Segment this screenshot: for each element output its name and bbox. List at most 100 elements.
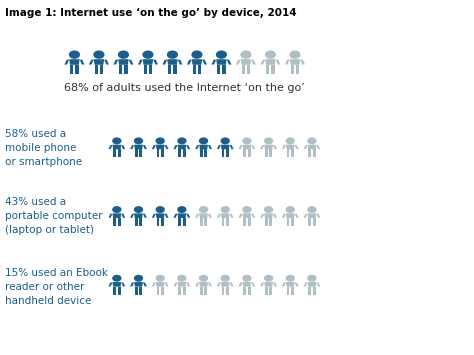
Polygon shape [143,283,147,286]
Polygon shape [295,283,299,286]
Polygon shape [178,287,181,295]
Polygon shape [221,287,224,295]
Polygon shape [316,145,320,149]
Circle shape [199,137,208,144]
Polygon shape [308,145,316,149]
Polygon shape [265,287,268,295]
Polygon shape [291,65,294,74]
Circle shape [289,50,301,59]
Polygon shape [69,59,80,65]
Polygon shape [200,149,203,157]
Polygon shape [135,287,137,295]
Polygon shape [177,282,186,287]
Polygon shape [173,145,177,149]
Polygon shape [139,287,142,295]
Polygon shape [156,218,159,226]
Polygon shape [195,145,199,149]
Polygon shape [156,282,164,287]
Circle shape [155,275,165,282]
Polygon shape [243,149,246,157]
Polygon shape [229,214,234,218]
Polygon shape [243,287,246,295]
Polygon shape [313,218,316,226]
Polygon shape [226,287,229,295]
Polygon shape [248,149,251,157]
Text: 68% of adults used the Internet ‘on the go’: 68% of adults used the Internet ‘on the … [64,83,305,93]
Polygon shape [296,65,300,74]
Polygon shape [204,149,207,157]
Polygon shape [208,145,212,149]
Circle shape [199,275,208,282]
Polygon shape [129,60,134,65]
Polygon shape [204,218,207,226]
Polygon shape [251,60,256,65]
Polygon shape [182,149,185,157]
Polygon shape [139,218,142,226]
Circle shape [264,206,273,213]
Text: 58% used a
mobile phone
or smartphone: 58% used a mobile phone or smartphone [5,129,82,166]
Polygon shape [251,283,255,286]
Polygon shape [216,59,227,65]
Polygon shape [191,59,202,65]
Polygon shape [308,287,311,295]
Circle shape [285,137,295,144]
Polygon shape [265,59,276,65]
Polygon shape [264,145,273,149]
Polygon shape [200,287,203,295]
Polygon shape [100,65,103,74]
Polygon shape [287,218,290,226]
Polygon shape [286,213,295,218]
Polygon shape [287,287,290,295]
Polygon shape [134,282,143,287]
Polygon shape [113,60,118,65]
Polygon shape [217,65,220,74]
Polygon shape [94,65,98,74]
Polygon shape [118,218,120,226]
Polygon shape [269,287,272,295]
Polygon shape [295,214,299,218]
Polygon shape [153,60,158,65]
Circle shape [220,137,230,144]
Polygon shape [222,65,226,74]
Polygon shape [217,214,221,218]
Polygon shape [286,282,295,287]
Circle shape [216,50,227,59]
Polygon shape [251,145,255,149]
Polygon shape [303,214,308,218]
Polygon shape [248,287,251,295]
Polygon shape [173,65,177,74]
Polygon shape [177,145,186,149]
Polygon shape [80,60,84,65]
Polygon shape [64,60,69,65]
Polygon shape [168,65,172,74]
Polygon shape [143,214,147,218]
Polygon shape [217,145,221,149]
Polygon shape [118,287,120,295]
Text: Image 1: Internet use ‘on the go’ by device, 2014: Image 1: Internet use ‘on the go’ by dev… [5,8,297,18]
Polygon shape [199,213,208,218]
Polygon shape [113,287,116,295]
Polygon shape [94,59,104,65]
Polygon shape [316,214,320,218]
Polygon shape [192,65,196,74]
Circle shape [242,275,252,282]
Polygon shape [313,287,316,295]
Circle shape [112,275,121,282]
Polygon shape [316,283,320,286]
Polygon shape [112,213,121,218]
Polygon shape [269,149,272,157]
Polygon shape [282,283,286,286]
Polygon shape [118,59,129,65]
Polygon shape [152,145,156,149]
Polygon shape [273,283,277,286]
Polygon shape [152,214,156,218]
Polygon shape [199,282,208,287]
Polygon shape [272,65,275,74]
Polygon shape [227,60,231,65]
Circle shape [134,137,143,144]
Polygon shape [264,213,273,218]
Polygon shape [285,60,290,65]
Polygon shape [89,60,94,65]
Polygon shape [161,287,164,295]
Polygon shape [287,149,290,157]
